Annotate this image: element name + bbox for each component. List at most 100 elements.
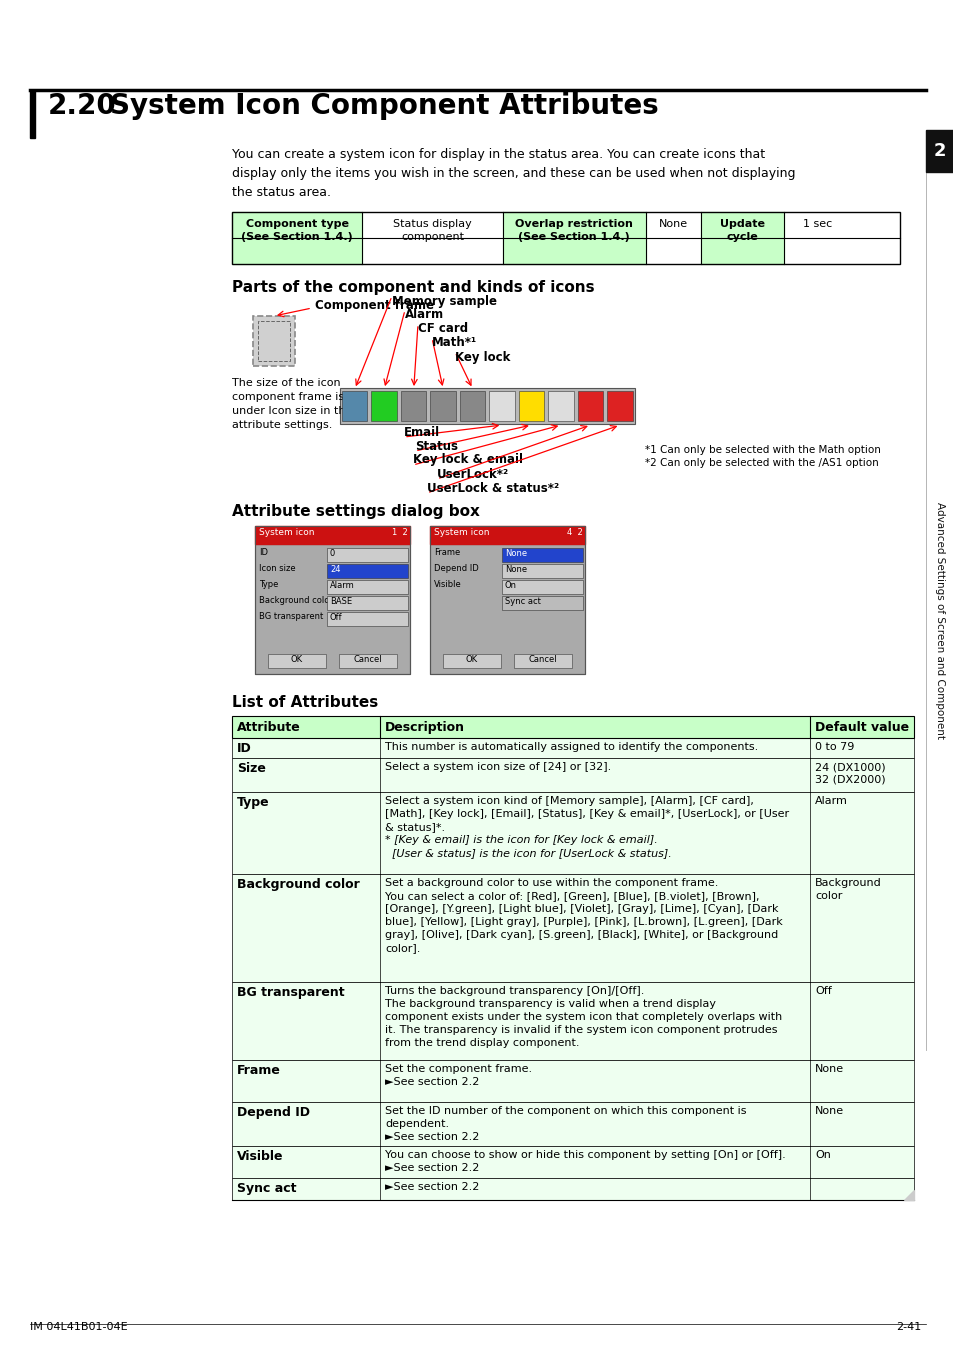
Text: Set the ID number of the component on which this component is: Set the ID number of the component on wh… bbox=[385, 1106, 745, 1116]
Text: color].: color]. bbox=[385, 944, 420, 953]
Bar bbox=[925, 130, 953, 171]
Bar bbox=[578, 392, 603, 421]
Text: You can select a color of: [Red], [Green], [Blue], [B.violet], [Brown],: You can select a color of: [Red], [Green… bbox=[385, 891, 759, 900]
Text: [Orange], [Y.green], [Light blue], [Violet], [Gray], [Lime], [Cyan], [Dark: [Orange], [Y.green], [Light blue], [Viol… bbox=[385, 904, 778, 914]
Text: Attribute settings dialog box: Attribute settings dialog box bbox=[232, 504, 479, 518]
Bar bbox=[232, 981, 913, 1060]
Text: You can choose to show or hide this component by setting [On] or [Off].: You can choose to show or hide this comp… bbox=[385, 1150, 785, 1160]
Text: None: None bbox=[504, 549, 527, 558]
Text: Sync act: Sync act bbox=[504, 597, 540, 606]
Text: None: None bbox=[814, 1064, 843, 1075]
Bar bbox=[232, 1146, 913, 1179]
Bar bbox=[518, 392, 544, 421]
Bar bbox=[430, 392, 456, 421]
Bar bbox=[232, 716, 913, 738]
Text: None: None bbox=[814, 1106, 843, 1116]
Text: Size: Size bbox=[236, 761, 266, 775]
Bar bbox=[700, 212, 783, 265]
Text: 1 sec: 1 sec bbox=[802, 219, 832, 230]
Text: CF card: CF card bbox=[417, 323, 468, 336]
Bar bbox=[607, 392, 633, 421]
Text: ►See section 2.2: ►See section 2.2 bbox=[385, 1183, 478, 1192]
Text: Cancel: Cancel bbox=[528, 655, 557, 664]
Text: 2: 2 bbox=[933, 142, 945, 161]
Text: Advanced Settings of Screen and Component: Advanced Settings of Screen and Componen… bbox=[934, 501, 944, 738]
Text: Set a background color to use within the component frame.: Set a background color to use within the… bbox=[385, 878, 718, 888]
Text: Overlap restriction: Overlap restriction bbox=[515, 219, 633, 230]
Text: IM 04L41B01-04E: IM 04L41B01-04E bbox=[30, 1322, 128, 1332]
Bar bbox=[341, 392, 367, 421]
Text: Type: Type bbox=[258, 580, 278, 589]
Text: Background color: Background color bbox=[258, 595, 333, 605]
Text: 1  2: 1 2 bbox=[392, 528, 407, 537]
Text: BG transparent: BG transparent bbox=[236, 986, 344, 999]
Text: Select a system icon size of [24] or [32].: Select a system icon size of [24] or [32… bbox=[385, 761, 611, 772]
Text: OK: OK bbox=[465, 655, 477, 664]
Text: Default value: Default value bbox=[814, 721, 908, 734]
Text: None: None bbox=[659, 219, 687, 230]
Text: blue], [Yellow], [Light gray], [Purple], [Pink], [L.brown], [L.green], [Dark: blue], [Yellow], [Light gray], [Purple],… bbox=[385, 917, 781, 927]
Text: System Icon Component Attributes: System Icon Component Attributes bbox=[110, 92, 659, 120]
Bar bbox=[430, 526, 584, 674]
Text: 2.20: 2.20 bbox=[48, 92, 116, 120]
Text: BG transparent: BG transparent bbox=[258, 612, 323, 621]
Bar bbox=[339, 387, 635, 424]
Bar bbox=[514, 653, 572, 668]
Bar bbox=[232, 757, 913, 792]
Bar bbox=[253, 316, 294, 366]
Text: ID: ID bbox=[258, 548, 268, 558]
Text: Frame: Frame bbox=[434, 548, 459, 558]
Text: Key lock & email: Key lock & email bbox=[413, 454, 522, 467]
Text: Math*¹: Math*¹ bbox=[432, 336, 476, 350]
Text: the status area.: the status area. bbox=[232, 186, 331, 198]
Text: attribute settings.: attribute settings. bbox=[232, 420, 332, 431]
Bar bbox=[501, 595, 582, 610]
Text: UserLock*²: UserLock*² bbox=[436, 467, 509, 481]
Bar bbox=[459, 392, 485, 421]
Bar bbox=[442, 653, 500, 668]
Text: Turns the background transparency [On]/[Off].: Turns the background transparency [On]/[… bbox=[385, 986, 643, 996]
Text: color: color bbox=[814, 891, 841, 900]
Text: Select a system icon kind of [Memory sample], [Alarm], [CF card],: Select a system icon kind of [Memory sam… bbox=[385, 796, 753, 806]
Text: Type: Type bbox=[236, 796, 270, 809]
Text: cycle: cycle bbox=[726, 232, 758, 242]
Text: Off: Off bbox=[814, 986, 831, 996]
Text: System icon: System icon bbox=[258, 528, 314, 537]
Text: Depend ID: Depend ID bbox=[434, 564, 478, 572]
Bar bbox=[327, 548, 408, 562]
Text: (See Section 1.4.): (See Section 1.4.) bbox=[241, 232, 353, 242]
Text: UserLock & status*²: UserLock & status*² bbox=[427, 482, 558, 494]
Text: Background color: Background color bbox=[236, 878, 359, 891]
Polygon shape bbox=[903, 1189, 913, 1200]
Bar bbox=[502, 212, 645, 265]
Text: 4  2: 4 2 bbox=[566, 528, 582, 537]
Text: 24 (DX1000): 24 (DX1000) bbox=[814, 761, 884, 772]
Text: component frame is set: component frame is set bbox=[232, 392, 364, 402]
Text: 0: 0 bbox=[330, 549, 335, 558]
Text: Component frame: Component frame bbox=[314, 300, 434, 312]
Bar bbox=[327, 612, 408, 626]
Text: Set the component frame.: Set the component frame. bbox=[385, 1064, 532, 1075]
Text: Component type: Component type bbox=[245, 219, 348, 230]
Bar bbox=[400, 392, 426, 421]
Text: On: On bbox=[504, 580, 517, 590]
Text: Depend ID: Depend ID bbox=[236, 1106, 310, 1119]
Text: dependent.: dependent. bbox=[385, 1119, 449, 1129]
Text: Parts of the component and kinds of icons: Parts of the component and kinds of icon… bbox=[232, 279, 594, 296]
Text: ►See section 2.2: ►See section 2.2 bbox=[385, 1077, 478, 1087]
Bar bbox=[232, 212, 362, 265]
Bar bbox=[489, 392, 515, 421]
Bar bbox=[30, 90, 35, 138]
Text: component: component bbox=[400, 232, 463, 242]
Bar bbox=[257, 321, 290, 360]
Bar bbox=[232, 738, 913, 757]
Text: List of Attributes: List of Attributes bbox=[232, 695, 377, 710]
Bar bbox=[371, 392, 396, 421]
Text: Off: Off bbox=[330, 613, 342, 622]
Text: Visible: Visible bbox=[236, 1150, 283, 1162]
Text: under Icon size in the: under Icon size in the bbox=[232, 406, 352, 416]
Text: 24: 24 bbox=[330, 566, 340, 574]
Text: it. The transparency is invalid if the system icon component protrudes: it. The transparency is invalid if the s… bbox=[385, 1025, 777, 1035]
Text: Status: Status bbox=[415, 440, 457, 452]
Bar bbox=[548, 392, 574, 421]
